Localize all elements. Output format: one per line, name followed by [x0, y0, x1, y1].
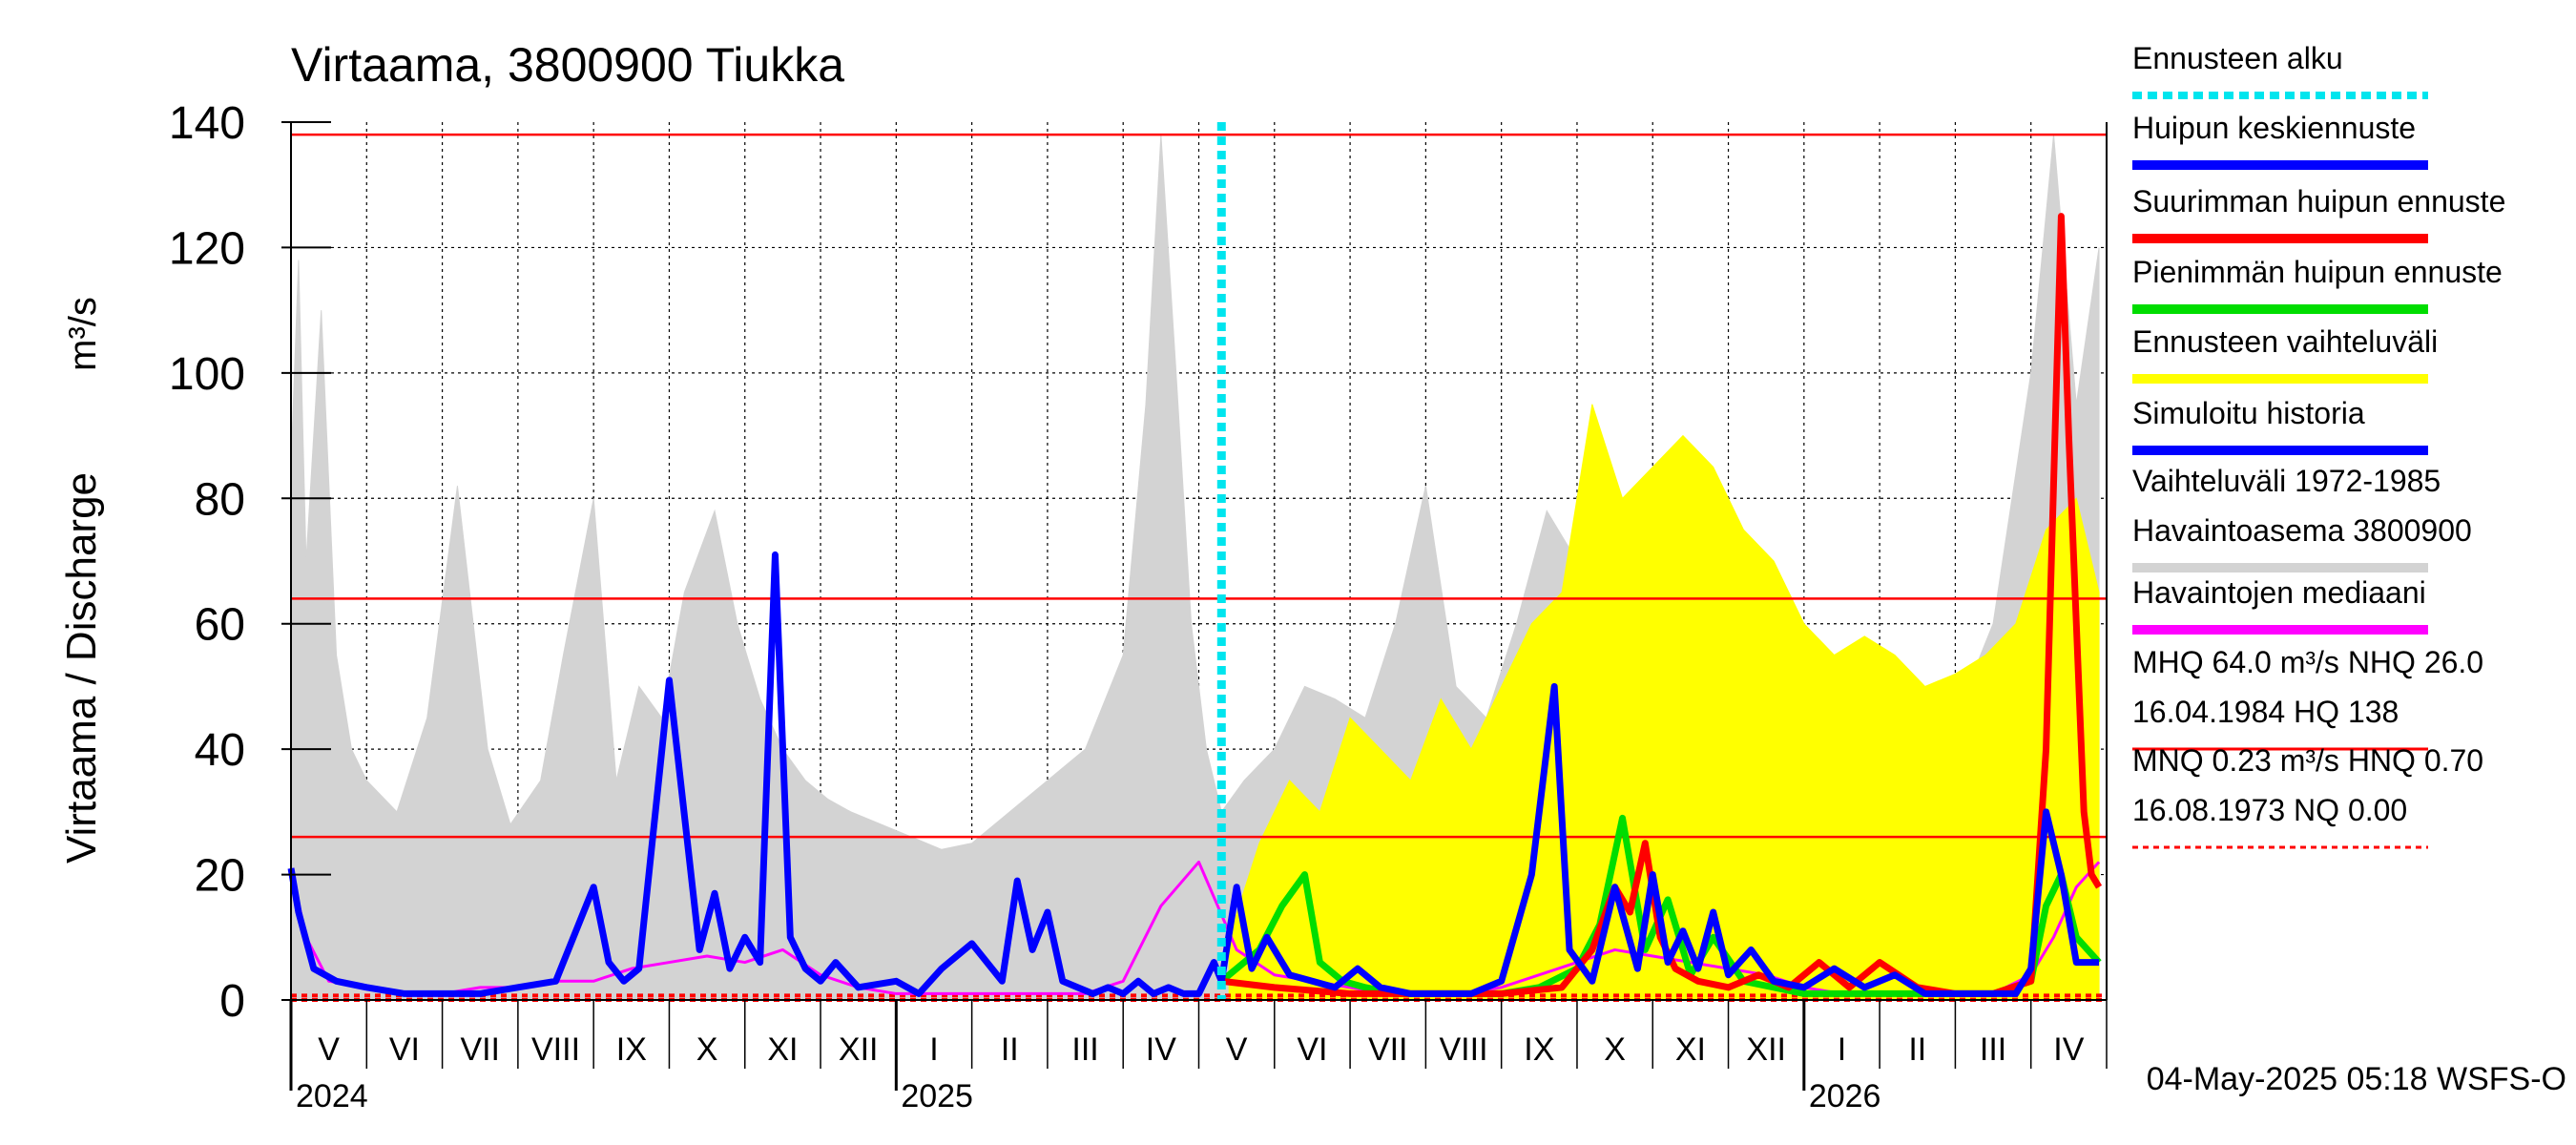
month-label: VII — [1368, 1031, 1408, 1068]
series-simuloitu-historia — [287, 551, 1225, 997]
y-axis-unit: m³/s — [62, 297, 104, 371]
month-label: III — [1980, 1031, 2006, 1068]
legend-label: Ennusteen vaihteluväli — [2132, 324, 2438, 359]
y-tick-label: 100 — [169, 349, 245, 400]
series-huipun-keskiennuste — [1217, 682, 2100, 997]
legend-label: Havaintojen mediaani — [2132, 575, 2426, 610]
band-ennusteen-vaihteluv-li — [1228, 404, 2100, 1001]
legend-label: Suurimman huipun ennuste — [2132, 184, 2505, 219]
month-label: XI — [1675, 1031, 1706, 1068]
year-label: 2024 — [296, 1078, 368, 1114]
month-label: I — [1838, 1031, 1846, 1068]
month-label: IV — [2053, 1031, 2084, 1068]
month-label: X — [696, 1031, 718, 1068]
legend-label: 16.08.1973 NQ 0.00 — [2132, 793, 2407, 827]
month-label: V — [1226, 1031, 1248, 1068]
month-label: V — [318, 1031, 340, 1068]
month-label: VI — [1297, 1031, 1327, 1068]
legend-label: Vaihteluväli 1972-1985 — [2132, 464, 2441, 498]
y-tick-label: 60 — [195, 600, 245, 651]
legend-label: 16.04.1984 HQ 138 — [2132, 695, 2399, 729]
y-axis-label: Virtaama / Discharge — [58, 472, 105, 864]
month-label: X — [1604, 1031, 1626, 1068]
month-label: XI — [767, 1031, 798, 1068]
y-tick-label: 80 — [195, 474, 245, 525]
y-tick-label: 140 — [169, 98, 245, 149]
month-label: IX — [1524, 1031, 1554, 1068]
month-label: II — [1001, 1031, 1019, 1068]
month-label: XII — [1746, 1031, 1786, 1068]
y-tick-label: 20 — [195, 851, 245, 902]
month-label: VI — [389, 1031, 420, 1068]
month-label: XII — [839, 1031, 879, 1068]
x-axis: V VI VII VIII IX X XI XII I II III IV V VI VII VIII IX X X… — [289, 1000, 2108, 1114]
legend: Ennusteen alku Huipun keskiennuste Suurimm… — [2132, 41, 2505, 849]
legend-label: Ennusteen alku — [2132, 41, 2343, 75]
year-label: 2026 — [1809, 1078, 1881, 1114]
legend-label: MHQ 64.0 m³/s NHQ 26.0 — [2132, 645, 2483, 679]
y-axis: 0 20 40 60 80 100 120 140 — [169, 98, 331, 1027]
month-label: I — [929, 1031, 938, 1068]
month-label: II — [1908, 1031, 1926, 1068]
legend-label: Havaintoasema 3800900 — [2132, 513, 2472, 548]
plot-area — [287, 122, 2108, 1076]
month-label: IX — [616, 1031, 647, 1068]
month-label: VII — [460, 1031, 500, 1068]
legend-label: MNQ 0.23 m³/s HNQ 0.70 — [2132, 743, 2483, 778]
legend-label: Simuloitu historia — [2132, 396, 2365, 430]
month-label: IV — [1146, 1031, 1176, 1068]
month-label: VIII — [531, 1031, 580, 1068]
chart-title: Virtaama, 3800900 Tiukka — [291, 38, 844, 92]
year-label: 2025 — [901, 1078, 973, 1114]
y-tick-label: 40 — [195, 725, 245, 776]
legend-label: Huipun keskiennuste — [2132, 111, 2416, 145]
y-tick-label: 0 — [219, 976, 245, 1027]
legend-label: Pienimmän huipun ennuste — [2132, 255, 2503, 289]
month-label: VIII — [1440, 1031, 1488, 1068]
footer-timestamp: 04-May-2025 05:18 WSFS-O — [2147, 1061, 2566, 1097]
month-label: III — [1071, 1031, 1098, 1068]
y-tick-label: 120 — [169, 223, 245, 274]
